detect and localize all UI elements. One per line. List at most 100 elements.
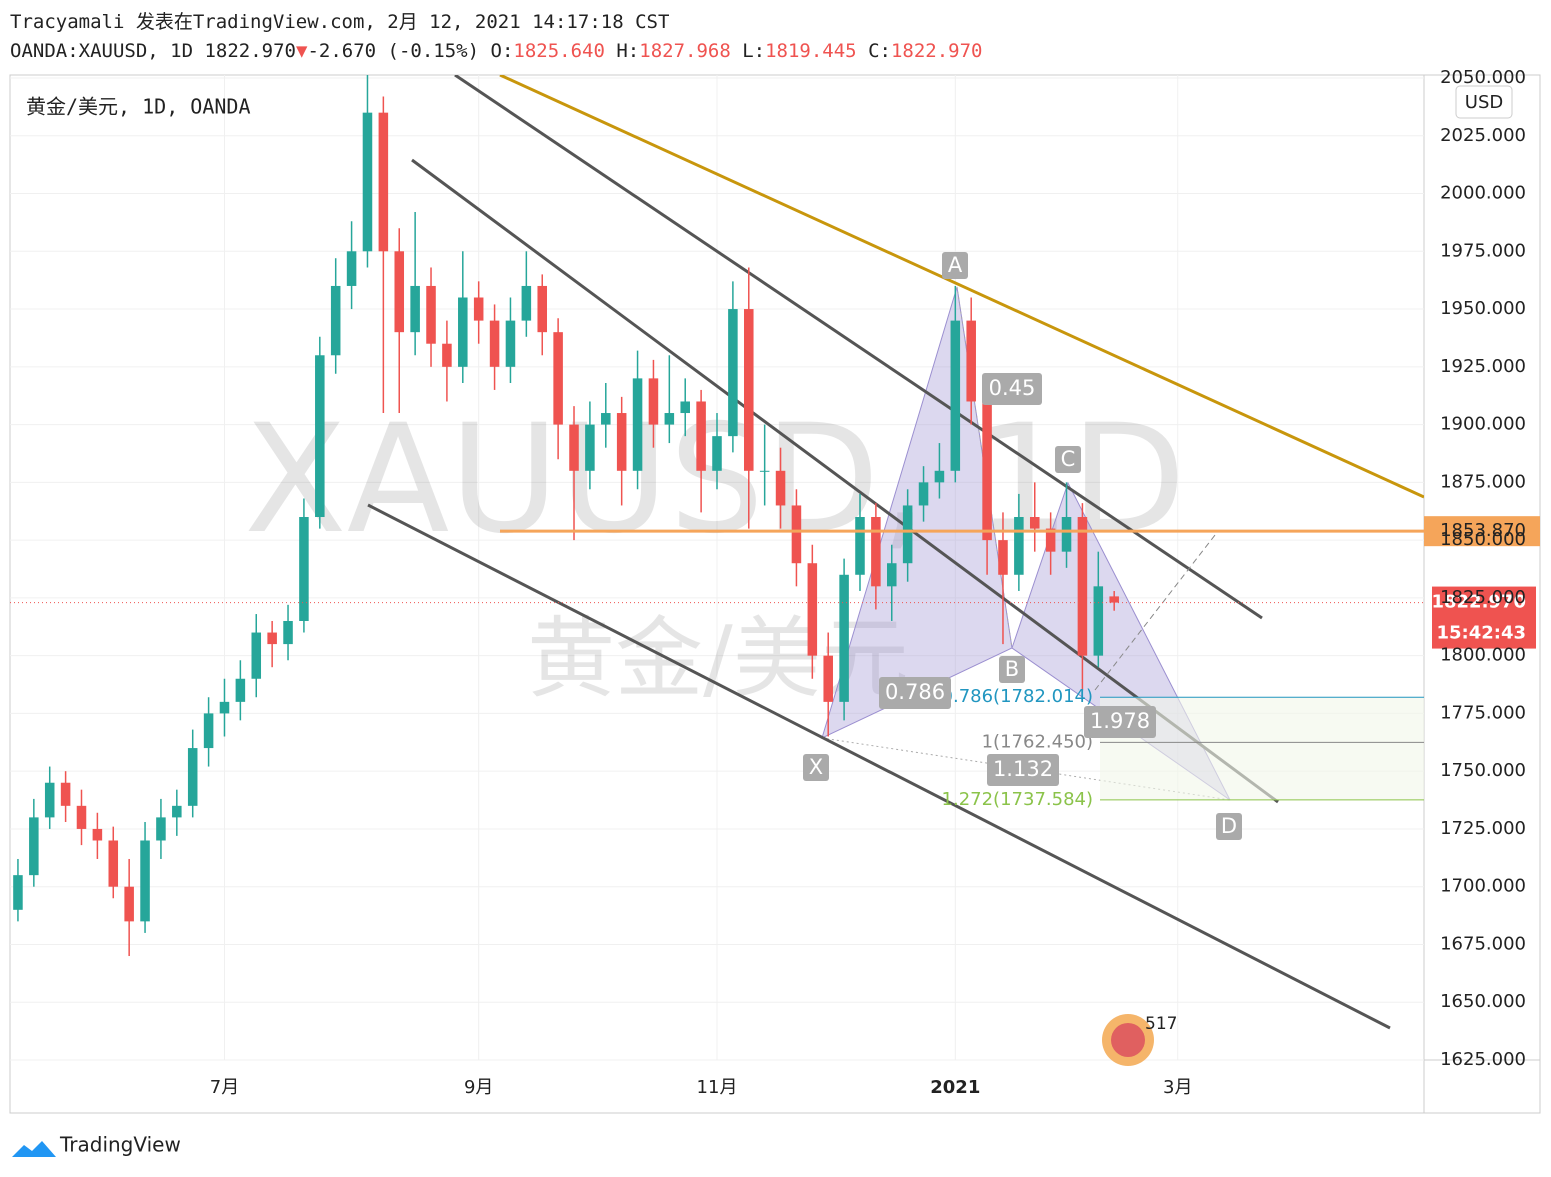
x-tick-label: 3月 bbox=[1163, 1077, 1192, 1098]
candle-body bbox=[172, 805, 182, 818]
change: -2.670 (-0.15%) bbox=[307, 40, 480, 62]
candle-body bbox=[664, 413, 675, 425]
countdown: 15:42:43 bbox=[1436, 623, 1526, 644]
currency-box bbox=[1455, 85, 1513, 119]
candle-body bbox=[283, 620, 293, 645]
trendline bbox=[411, 158, 1279, 804]
candle-body bbox=[1093, 586, 1104, 656]
trendline bbox=[499, 75, 1424, 499]
candle-body bbox=[60, 782, 71, 806]
candle-body bbox=[712, 436, 722, 471]
o-label: O: bbox=[490, 40, 514, 62]
candle-body bbox=[505, 320, 516, 367]
candle-body bbox=[553, 332, 563, 425]
candle-body bbox=[998, 540, 1008, 575]
x-tick-label: 2021 bbox=[930, 1077, 980, 1098]
candle-body bbox=[442, 343, 452, 367]
arrow: ▼ bbox=[296, 40, 308, 62]
candle-body bbox=[918, 482, 929, 506]
low: 1819.445 bbox=[765, 40, 857, 62]
y-tick-label: 1975.000 bbox=[1440, 240, 1526, 261]
candle-body bbox=[839, 574, 849, 702]
candle-body bbox=[521, 285, 532, 321]
point-label: A bbox=[948, 253, 963, 277]
candle-body bbox=[410, 285, 420, 333]
candle-body bbox=[92, 828, 103, 841]
candle-body bbox=[140, 840, 150, 922]
candle-body bbox=[299, 517, 309, 621]
candle-body bbox=[378, 112, 389, 252]
drawings bbox=[13, 75, 1424, 1030]
candle-body bbox=[1045, 528, 1056, 552]
publish-info: Tracyamali 发表在TradingView.com, 2月 12, 20… bbox=[10, 11, 670, 33]
candle-body bbox=[934, 470, 945, 483]
candle-body bbox=[330, 285, 341, 356]
candle-body bbox=[251, 632, 262, 679]
trendline bbox=[454, 75, 1263, 620]
y-tick-label: 1825.000 bbox=[1440, 587, 1526, 608]
candle-body bbox=[76, 805, 87, 829]
candle-body bbox=[537, 285, 548, 333]
candle-body bbox=[632, 378, 643, 471]
header: Tracyamali 发表在TradingView.com, 2月 12, 20… bbox=[10, 8, 982, 66]
h-label: H: bbox=[616, 40, 640, 62]
candle-body bbox=[44, 782, 55, 818]
candle-body bbox=[855, 517, 865, 575]
y-tick-label: 1800.000 bbox=[1440, 645, 1526, 666]
frame bbox=[9, 74, 1541, 1114]
candle-body bbox=[680, 401, 690, 414]
last-price-label: 1822.970 bbox=[1431, 592, 1526, 613]
candle-body bbox=[807, 563, 818, 656]
brand: TradingView bbox=[59, 1133, 181, 1157]
fib-label: 1.272(1737.584) bbox=[942, 789, 1093, 810]
y-tick-label: 1625.000 bbox=[1440, 1049, 1526, 1070]
candle-body bbox=[1077, 517, 1088, 656]
candle-body bbox=[791, 505, 802, 564]
y-tick-label: 1875.000 bbox=[1440, 471, 1526, 492]
candle-body bbox=[648, 378, 659, 425]
y-tick-label: 1850.000 bbox=[1440, 529, 1526, 550]
candle-body bbox=[203, 713, 214, 749]
high: 1827.968 bbox=[639, 40, 731, 62]
ratio-label: 1.978 bbox=[1090, 709, 1150, 733]
candle-body bbox=[569, 424, 579, 471]
price-line-box bbox=[1424, 516, 1540, 547]
candle-body bbox=[362, 112, 373, 252]
candle-body bbox=[823, 655, 833, 702]
ratio-label: 0.45 bbox=[989, 376, 1036, 400]
candle-body bbox=[124, 886, 134, 922]
event-count: 517 bbox=[1145, 1014, 1177, 1034]
candle-body bbox=[156, 817, 166, 841]
candle-body bbox=[394, 251, 405, 333]
x-tick-label: 7月 bbox=[210, 1077, 239, 1098]
candle-body bbox=[426, 285, 436, 344]
candle-body bbox=[886, 563, 897, 587]
candle-body bbox=[13, 875, 23, 910]
y-tick-label: 1725.000 bbox=[1440, 818, 1526, 839]
price-line-label: 1853.870 bbox=[1440, 520, 1526, 541]
candle-body bbox=[29, 817, 39, 876]
pattern-labels: A B C D X 0.45 0.786 1.978 1.132 bbox=[803, 252, 1242, 840]
x-tick-label: 9月 bbox=[464, 1077, 493, 1098]
candle-body bbox=[950, 320, 961, 471]
y-tick-label: 1900.000 bbox=[1440, 414, 1526, 435]
y-tick-label: 1925.000 bbox=[1440, 356, 1526, 377]
y-tick-label: 1700.000 bbox=[1440, 876, 1526, 897]
candle-body bbox=[966, 320, 976, 402]
candle-body bbox=[601, 413, 611, 425]
candle-body bbox=[696, 401, 706, 471]
candle-body bbox=[108, 840, 119, 887]
l-label: L: bbox=[742, 40, 766, 62]
y-tick-label: 1750.000 bbox=[1440, 760, 1526, 781]
candle-body bbox=[982, 401, 992, 541]
candle-body bbox=[187, 748, 198, 806]
trendline bbox=[367, 503, 1391, 1030]
candle-body bbox=[775, 470, 786, 506]
candle-body bbox=[489, 320, 500, 367]
ratio-label: 0.786 bbox=[885, 680, 945, 704]
candle-body bbox=[585, 424, 595, 471]
candle-body bbox=[267, 632, 277, 645]
event-flag bbox=[1111, 1023, 1145, 1057]
